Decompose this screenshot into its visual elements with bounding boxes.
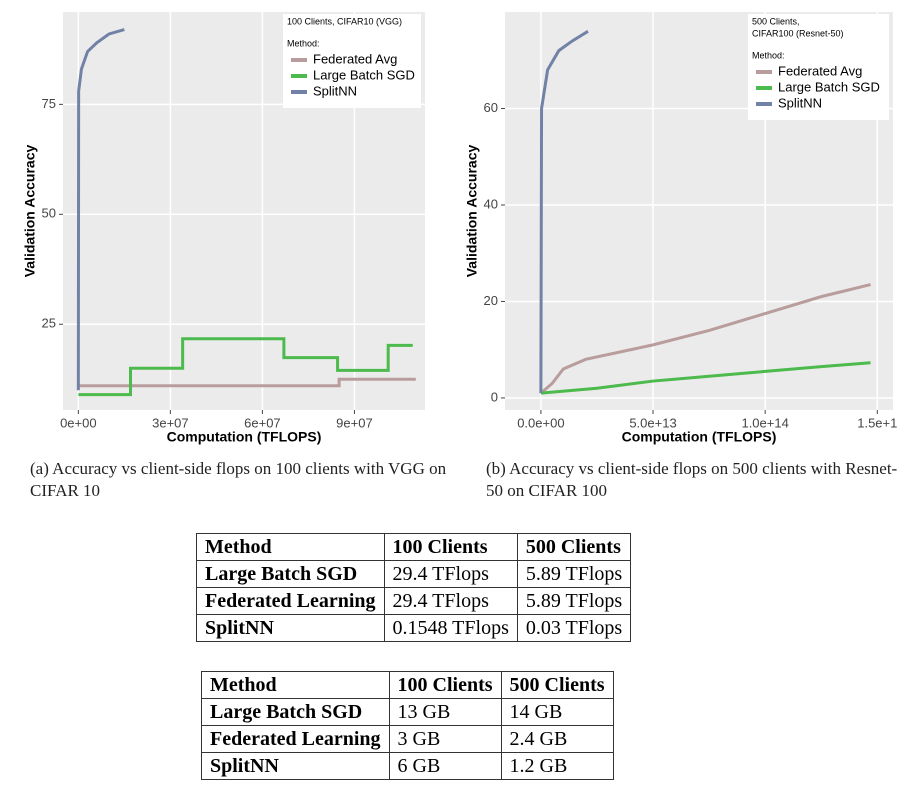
cell: 3 GB xyxy=(388,725,502,753)
cell: Large Batch SGD xyxy=(196,560,385,588)
header-row: Method 100 Clients 500 Clients xyxy=(201,671,614,699)
y-axis-title: Validation Accuracy xyxy=(22,145,38,278)
x-tick-label: 5.0e+13 xyxy=(629,415,676,430)
cell: 6 GB xyxy=(388,752,502,780)
header-cell: Method xyxy=(201,671,390,699)
cell: 1.2 GB xyxy=(500,752,614,780)
y-tick-label: 25 xyxy=(42,316,56,331)
row: Federated Learning 29.4 TFlops 5.89 TFlops xyxy=(196,587,632,615)
cell: 29.4 TFlops xyxy=(383,587,518,615)
cell: Large Batch SGD xyxy=(201,698,390,726)
cell: 5.89 TFlops xyxy=(516,587,632,615)
line xyxy=(539,30,589,394)
cell: 13 GB xyxy=(388,698,502,726)
row: Large Batch SGD 13 GB 14 GB xyxy=(201,698,614,726)
cell: 14 GB xyxy=(500,698,614,726)
x-tick-label: 3e+07 xyxy=(152,415,189,430)
y-tick-label: 40 xyxy=(484,196,498,211)
cell: 5.89 TFlops xyxy=(516,560,632,588)
y-tick-label: 0 xyxy=(491,389,498,404)
cell: 0.1548 TFlops xyxy=(383,614,518,642)
table: Method 100 Clients 500 Clients Large Batch … xyxy=(201,671,614,780)
line xyxy=(76,28,125,391)
row: SplitNN 0.1548 TFlops 0.03 TFlops xyxy=(196,614,632,642)
y-tick-label: 20 xyxy=(484,293,498,308)
annotation: 500 Clients, xyxy=(752,16,800,26)
y-tick-label: 50 xyxy=(42,206,56,221)
legend-label: Federated Avg xyxy=(778,63,862,78)
legend-label: Large Batch SGD xyxy=(313,67,415,82)
header-cell: Method xyxy=(196,533,385,561)
x-tick-label: 1.0e+14 xyxy=(741,415,788,430)
cell: Federated Learning xyxy=(196,587,385,615)
legend-label: Large Batch SGD xyxy=(778,79,880,94)
legend-label: SplitNN xyxy=(778,95,822,110)
x-tick-label: 0e+00 xyxy=(60,415,97,430)
table: Method 100 Clients 500 Clients Large Batch … xyxy=(196,533,632,642)
header-cell: 100 Clients xyxy=(383,533,518,561)
header-cell: 100 Clients xyxy=(388,671,502,699)
line xyxy=(78,377,416,388)
y-tick-label: 75 xyxy=(42,96,56,111)
annotation: CIFAR100 (Resnet-50) xyxy=(752,28,844,38)
cell: 0.03 TFlops xyxy=(516,614,632,642)
annotation: 100 Clients, CIFAR10 (VGG) xyxy=(287,16,402,26)
legend-title: Method: xyxy=(287,38,320,48)
cell: SplitNN xyxy=(196,614,385,642)
row: Federated Learning 3 GB 2.4 GB xyxy=(201,725,614,753)
y-tick-label: 60 xyxy=(484,100,498,115)
row: Large Batch SGD 29.4 TFlops 5.89 TFlops xyxy=(196,560,632,588)
line xyxy=(540,361,871,395)
cell: 2.4 GB xyxy=(500,725,614,753)
legend-label: Federated Avg xyxy=(313,51,397,66)
line xyxy=(78,337,413,397)
x-tick-label: 1.5e+1 xyxy=(857,415,897,430)
x-axis-title: Computation (TFLOPS) xyxy=(167,429,322,445)
x-tick-label: 0.0e+00 xyxy=(517,415,564,430)
y-axis-title: Validation Accuracy xyxy=(464,145,480,278)
row: SplitNN 6 GB 1.2 GB xyxy=(201,752,614,780)
x-tick-label: 9e+07 xyxy=(336,415,373,430)
legend-label: SplitNN xyxy=(313,83,357,98)
legend-title: Method: xyxy=(752,50,785,60)
caption: (b) Accuracy vs client-side flops on 500… xyxy=(486,459,898,500)
charts: 25 50 75 0e+00 3e+07 6e+07 9e+07 Computation (T… xyxy=(22,12,897,445)
header-cell: 500 Clients xyxy=(516,533,632,561)
cell: 29.4 TFlops xyxy=(383,560,518,588)
cell: SplitNN xyxy=(201,752,390,780)
x-axis-title: Computation (TFLOPS) xyxy=(622,429,777,445)
header-row: Method 100 Clients 500 Clients xyxy=(196,533,632,561)
header-cell: 500 Clients xyxy=(500,671,614,699)
x-tick-label: 6e+07 xyxy=(244,415,281,430)
caption: (a) Accuracy vs client-side flops on 100… xyxy=(30,459,447,500)
line xyxy=(539,283,871,395)
cell: Federated Learning xyxy=(201,725,390,753)
